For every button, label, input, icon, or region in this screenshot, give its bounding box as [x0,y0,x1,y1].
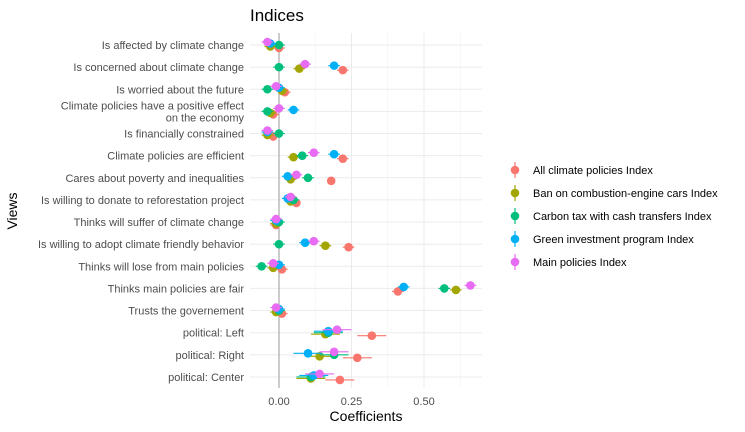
data-point [367,331,377,340]
x-tick-label: 0.50 [413,396,434,408]
data-point [289,105,298,115]
data-point [274,40,284,50]
data-point [289,152,298,162]
data-point [286,192,295,202]
data-point [263,37,272,47]
data-point [315,352,324,361]
data-point [309,148,319,157]
legend-label: All climate policies Index [533,165,653,177]
data-layer [255,37,477,385]
data-point [274,62,284,72]
data-point [326,176,336,186]
data-point [300,238,310,247]
data-point [315,369,324,379]
y-tick-label: Thinks will lose from main policies [78,261,244,273]
legend-item: Carbon tax with cash transfers Index [510,208,712,224]
data-point [393,287,403,296]
legend-label: Green investment program Index [533,234,694,246]
y-axis-tick-labels: Is affected by climate change Is concerne… [38,40,245,384]
data-point [338,65,348,75]
data-point [274,239,284,249]
data-point [399,282,409,292]
data-point [338,154,348,163]
y-tick-label: Is willing to adopt climate friendly beh… [38,239,244,251]
legend: All climate policies Index Ban on combust… [510,162,718,270]
legend-key-point [510,165,520,175]
y-tick-label: on the economy [166,112,245,124]
data-point [329,149,339,159]
y-tick-label: political: Left [183,328,244,340]
x-tick-label: 0.00 [268,396,289,408]
legend-label: Main policies Index [533,257,627,269]
y-tick-label: Climate policies have a positive effect [61,100,244,112]
legend-key-point [510,234,520,244]
y-tick-label: political: Center [168,372,244,384]
data-point [271,214,281,224]
legend-label: Ban on combustion-engine cars Index [533,188,718,200]
data-point [332,325,342,334]
chart-title: Indices [250,6,304,25]
legend-item: Main policies Index [510,254,627,270]
data-point [329,61,339,70]
data-point [321,241,330,250]
data-point [329,347,339,357]
data-point [353,353,362,363]
y-tick-label: Thinks main policies are fair [108,283,245,295]
data-point [324,326,333,336]
data-point [300,59,310,69]
data-point [263,107,272,116]
data-point [309,236,319,246]
legend-key-point [510,188,520,198]
y-tick-label: Is concerned about climate change [73,62,244,74]
data-point [295,64,304,73]
data-point [440,284,449,293]
grid-layer [250,33,482,388]
data-point [344,242,353,252]
data-point [466,281,475,290]
y-tick-label: Thinks will suffer of climate change [74,217,244,229]
data-point [303,173,313,183]
y-tick-label: Is affected by climate change [102,40,244,52]
y-axis-title: Views [4,192,20,229]
data-point [268,259,278,268]
y-tick-label: Is financially constrained [124,129,244,141]
x-axis-title: Coefficients [330,408,403,424]
y-tick-label: political: Right [176,350,244,362]
series-4 [261,37,477,379]
data-point [274,129,284,138]
x-axis-tick-labels: 0.00 0.25 0.50 [268,396,434,408]
legend-item: Green investment program Index [510,231,694,247]
data-point [263,84,272,94]
data-point [451,285,461,295]
legend-item: All climate policies Index [510,162,653,178]
legend-item: Ban on combustion-engine cars Index [510,185,718,201]
y-tick-label: Cares about poverty and inequalities [65,173,244,185]
y-tick-label: Climate policies are efficient [107,151,244,163]
y-tick-label: Is willing to donate to reforestation pr… [41,195,244,207]
data-point [271,303,281,312]
data-point [297,151,307,160]
x-tick-label: 0.25 [341,396,362,408]
data-point [292,170,301,180]
data-point [303,349,313,358]
plot-panel [250,33,482,388]
legend-key-point [510,211,520,221]
data-point [271,81,281,91]
data-point [283,171,293,181]
data-point [263,126,272,135]
y-tick-label: Trusts the governement [128,306,244,318]
y-tick-label: Is worried about the future [116,84,244,96]
data-point [257,262,266,271]
data-point [274,104,284,113]
data-point [335,375,345,385]
legend-label: Carbon tax with cash transfers Index [533,211,712,223]
legend-key-point [510,257,520,267]
